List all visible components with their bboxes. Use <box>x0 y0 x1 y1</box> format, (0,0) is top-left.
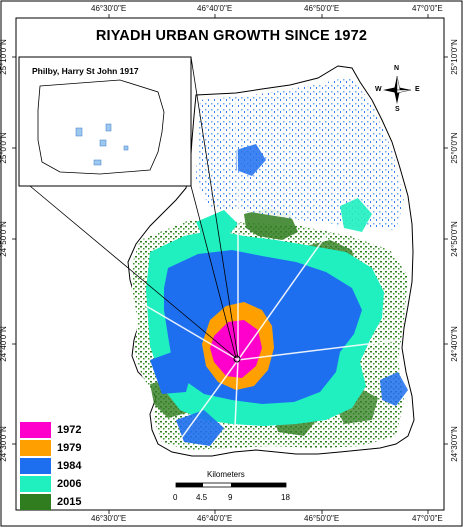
inset-settlements <box>75 123 129 166</box>
scale-label-4-5: 4.5 <box>196 493 208 502</box>
legend-swatch <box>20 422 51 438</box>
tick-top-4: 47°0'0"E <box>412 4 443 13</box>
scale-label-0: 0 <box>173 493 178 502</box>
legend-item-2006: 2006 <box>20 474 81 494</box>
compass-w-label: W <box>375 86 382 93</box>
legend-swatch <box>20 440 51 456</box>
tick-bottom-3: 46°50'0"E <box>304 514 340 523</box>
tick-left-4: 24°40'0"N <box>0 326 8 362</box>
legend-item-1979: 1979 <box>20 438 81 458</box>
tick-left-3: 24°50'0"N <box>0 221 8 257</box>
inset-connectors <box>29 56 239 359</box>
legend-item-1984: 1984 <box>20 456 81 476</box>
tick-left-1: 25°10'0"N <box>0 39 8 75</box>
scale-bar <box>175 482 287 488</box>
legend-swatch <box>20 458 51 474</box>
compass-s-label: S <box>395 106 400 113</box>
road-network <box>135 99 401 451</box>
scale-title: Kilometers <box>207 470 245 479</box>
tick-left-2: 25°0'0"N <box>0 132 8 164</box>
compass-e-label: E <box>415 86 420 93</box>
tick-right-1: 25°10'0"N <box>450 39 459 75</box>
tick-top-2: 46°40'0"E <box>197 4 233 13</box>
scale-label-9: 9 <box>228 493 233 502</box>
tick-left-5: 24°30'0"N <box>0 426 8 462</box>
tick-bottom-1: 46°30'0"E <box>91 514 127 523</box>
compass-rose <box>383 75 412 104</box>
legend-item-1972: 1972 <box>20 420 81 440</box>
legend-item-2015: 2015 <box>20 492 81 512</box>
legend-swatch <box>20 494 51 510</box>
tick-right-4: 24°40'0"N <box>450 326 459 362</box>
tick-bottom-2: 46°40'0"E <box>197 514 233 523</box>
inset-old-city-outline <box>37 79 165 175</box>
tick-right-5: 24°30'0"N <box>450 426 459 462</box>
urban-north-sparse <box>196 76 404 230</box>
old-city-marker <box>233 355 241 363</box>
tick-bottom-4: 47°0'0"E <box>412 514 443 523</box>
compass-n-label: N <box>394 65 400 72</box>
tick-right-2: 25°0'0"N <box>450 132 459 164</box>
legend-label: 1979 <box>57 442 82 454</box>
graticule-ticks <box>12 14 448 514</box>
legend-label: 1972 <box>57 424 82 436</box>
urban-1972 <box>210 320 262 378</box>
legend-label: 2015 <box>57 496 82 508</box>
inset-caption: Philby, Harry St John 1917 <box>32 66 139 76</box>
neatline-inner <box>15 17 445 511</box>
map-title: RIYADH URBAN GROWTH SINCE 1972 <box>95 28 368 44</box>
tick-top-1: 46°30'0"E <box>91 4 127 13</box>
legend-label: 1984 <box>57 460 82 472</box>
tick-top-3: 46°50'0"E <box>304 4 340 13</box>
scale-label-18: 18 <box>281 493 290 502</box>
tick-right-3: 24°50'0"N <box>450 221 459 257</box>
legend-swatch <box>20 476 51 492</box>
legend-label: 2006 <box>57 478 82 490</box>
